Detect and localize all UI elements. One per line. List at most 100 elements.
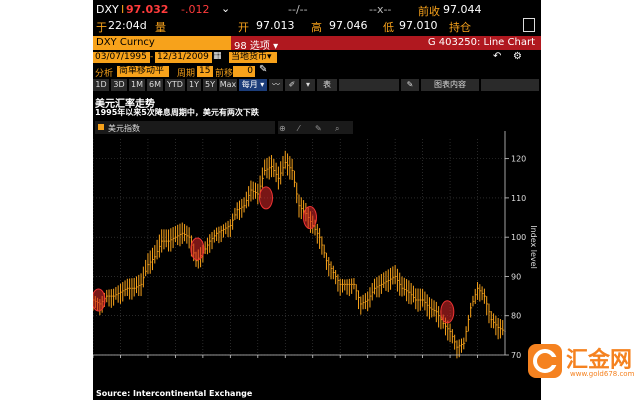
data-point [490,319,492,321]
legend-box [95,121,275,134]
data-point [188,236,190,238]
data-point [463,342,465,344]
range-1d[interactable]: 1D [93,79,109,91]
data-point [229,224,231,226]
bloomberg-terminal: DXY I 97.032 -.012 ⌄ --/-- --x-- 前收 97.0… [93,0,541,400]
time-prefix: 于 [96,21,107,34]
chart-toolbar [278,121,353,134]
data-point [147,264,149,266]
data-point [236,209,238,211]
range-max[interactable]: Max [219,79,237,91]
range-6m[interactable]: 6M [147,79,163,91]
data-point [435,311,437,313]
data-point [408,291,410,293]
options-menu[interactable]: 98 选项 ▾ [234,37,278,52]
data-point [250,189,252,191]
data-point [264,169,266,172]
data-point [113,295,115,297]
data-point [401,287,403,289]
analysis-label: 分析 [95,69,114,79]
calendar-icon[interactable]: ▦ [213,51,222,61]
prev-close-label: 前收 [418,5,440,18]
brand-watermark: 汇金网 www.gold678.com [528,342,640,380]
chart-source: Source: Intercontinental Exchange [96,389,253,398]
data-point [257,193,259,195]
interval-value: 每月 [241,80,258,89]
brand-url: www.gold678.com [570,370,635,378]
tick-down-icon: ⌄ [221,2,231,15]
edit-pencil-icon[interactable]: ✎ [259,64,268,75]
caret-down-icon: ▾ [273,41,279,52]
y-tick-label: 110 [511,194,526,203]
pencil-icon[interactable]: ✎ [315,124,322,133]
price-chart: 7080901001101201995199619971998199920002… [93,121,538,360]
data-point [222,228,225,230]
high-value: 97.046 [329,19,368,32]
last-price: 97.032 [126,3,169,16]
data-point [195,260,197,262]
data-point [298,205,300,207]
data-point [181,232,183,234]
data-point [106,295,108,297]
period-input[interactable]: 15 [197,66,213,77]
more-tools-icon[interactable]: ▾ [301,79,315,91]
data-point [319,236,321,238]
data-point [456,346,458,348]
data-point [346,283,348,285]
start-date-input[interactable]: 03/07/1995 [93,52,150,63]
data-point [470,307,472,309]
data-point [216,232,218,234]
data-point [422,299,424,301]
scroll-box-icon[interactable] [523,18,535,32]
data-point [133,287,135,289]
data-point [339,283,341,285]
range-1y[interactable]: 1Y [187,79,201,91]
tick-mark: I [121,3,125,16]
brand-name: 汇金网 [566,348,633,373]
draw-tool-icon[interactable]: ✐ [285,79,299,91]
study-select[interactable]: 简单移动平▾ [117,66,169,87]
legend-label: 美元指数 [108,123,140,133]
settings-icon[interactable]: ⚙ [513,51,522,62]
data-point [415,299,417,301]
brand-logo-icon [528,344,562,378]
currency-select[interactable]: 当地货币▾ [229,52,277,63]
range-ytd[interactable]: YTD [165,79,185,91]
title-bar: DXY Curncy 98 选项 ▾ G 403250: Line Chart [93,36,541,52]
data-point [325,260,328,262]
data-point [483,295,485,297]
end-date-input[interactable]: 12/31/2009 [155,52,212,63]
field-dashes-2: --x-- [369,3,392,16]
legend-swatch [98,124,104,130]
crosshair-icon[interactable]: ⊕ [279,124,286,133]
gridlines [93,139,505,356]
edit-icon[interactable]: ✎ [401,79,419,91]
y-tick-label: 90 [511,272,521,281]
line-tool-icon[interactable]: ⁄ [296,124,301,133]
lag-input[interactable]: 0 [233,66,255,77]
chart-content-button[interactable]: 图表内容 [421,79,479,91]
axes: 7080901001101201995199619971998199920002… [93,131,538,360]
data-point [476,287,479,289]
line-style-icon[interactable]: 〰 [269,79,283,91]
function-title: G 403250: Line Chart [427,37,535,48]
zoom-icon[interactable]: ⌕ [335,124,339,133]
chart-subtitle: 1995年以来5次降息周期中，美元有两次下跌 [95,108,259,117]
table-button[interactable]: 表 [317,79,337,91]
data-point [270,165,273,168]
interval-select[interactable]: 每月 ▾ [239,79,267,91]
highlight-ellipse [93,288,106,312]
undo-icon[interactable]: ↶ [493,51,502,62]
range-1m[interactable]: 1M [129,79,145,91]
data-point [174,236,176,238]
highlight-ellipse [190,237,205,261]
security-name[interactable]: DXY Curncy [96,37,155,48]
data-point [209,240,211,242]
low-label: 低 [383,21,394,34]
date-separator: - [150,52,154,62]
range-5y[interactable]: 5Y [203,79,217,91]
data-point [428,307,431,309]
data-point [126,287,128,289]
range-3d[interactable]: 3D [111,79,127,91]
